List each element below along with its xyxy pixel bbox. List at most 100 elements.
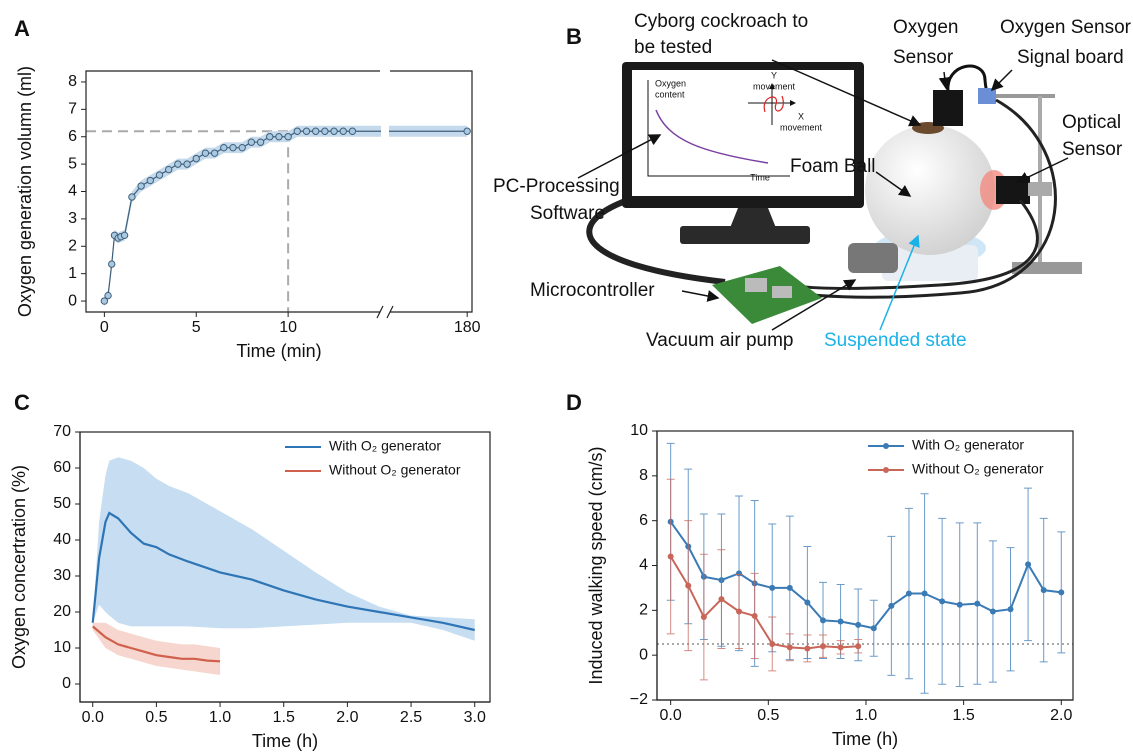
data-point xyxy=(120,231,129,240)
diagram-label: Software xyxy=(530,203,605,224)
screen-axes xyxy=(647,80,790,177)
optical-sensor xyxy=(996,176,1030,204)
data-point xyxy=(1058,589,1065,596)
y-tick-label: 2 xyxy=(68,237,77,254)
diagram-label: Oxygen xyxy=(893,17,958,38)
foam-ball xyxy=(865,125,995,255)
x-tick-label: 0.0 xyxy=(660,707,682,724)
data-point xyxy=(220,143,228,152)
y-tick-label: 5 xyxy=(68,155,77,172)
data-line xyxy=(669,521,1062,630)
data-point xyxy=(804,645,811,652)
screen-label: Y xyxy=(771,70,777,80)
diagram-label: Sensor xyxy=(1062,139,1123,160)
x-tick-label: 1.5 xyxy=(953,707,975,724)
data-point xyxy=(870,625,877,632)
arrow xyxy=(771,279,857,331)
data-point xyxy=(256,138,265,146)
oxygen-sensor xyxy=(933,90,963,126)
data-point xyxy=(128,193,136,201)
data-point xyxy=(667,553,674,560)
data-point xyxy=(348,127,357,135)
data-point xyxy=(174,160,182,168)
screen-label: Oxygen xyxy=(655,78,686,88)
diagram-label: Vacuum air pump xyxy=(646,330,794,351)
y-axis-label: Induced walking speed (cm/s) xyxy=(586,446,606,684)
data-point xyxy=(164,165,173,174)
x-tick-label: 1.0 xyxy=(855,707,877,724)
y-tick-label: −2 xyxy=(630,691,648,708)
data-point xyxy=(700,614,707,621)
data-point xyxy=(837,618,844,625)
diagram-label: Foam Ball xyxy=(790,156,876,177)
diagram-label: Sensor xyxy=(893,47,954,68)
data-point xyxy=(736,608,743,615)
data-point xyxy=(989,608,996,615)
data-point xyxy=(463,127,471,135)
diagram-label: Oxygen Sensor xyxy=(1000,17,1132,38)
panel-letter: C xyxy=(14,390,30,415)
data-line xyxy=(669,556,859,650)
y-tick-label: 6 xyxy=(639,512,648,529)
y-axis-label: Oxygen generation volumn (ml) xyxy=(15,66,35,317)
axis-break-mark xyxy=(376,305,394,319)
data-point xyxy=(1007,606,1014,613)
screen-label: content xyxy=(655,89,685,99)
y-tick-label: 3 xyxy=(68,210,77,227)
screen-label: X xyxy=(798,111,804,121)
data-point xyxy=(284,133,292,141)
diagram-label: Suspended state xyxy=(824,330,967,351)
data-point xyxy=(837,644,844,651)
screen-trace xyxy=(763,95,784,113)
screen-curve xyxy=(655,109,769,164)
data-point xyxy=(786,584,793,591)
setup-illustration xyxy=(577,59,1082,331)
data-point xyxy=(921,590,928,597)
data-point xyxy=(786,644,793,651)
x-axis-label: Time (min) xyxy=(236,341,321,361)
y-tick-label: 7 xyxy=(68,101,77,118)
y-tick-label: 6 xyxy=(68,128,77,145)
y-tick-label: 40 xyxy=(53,531,71,548)
data-point xyxy=(804,599,811,606)
x-tick-label: 1.0 xyxy=(209,709,231,726)
error-band xyxy=(92,622,221,675)
y-tick-label: 30 xyxy=(53,567,71,584)
legend-marker xyxy=(883,467,889,473)
data-point xyxy=(820,643,827,650)
legend-label: Without O₂ generator xyxy=(329,462,461,478)
error-band xyxy=(92,457,475,641)
data-point xyxy=(718,596,725,603)
panel-letter: D xyxy=(566,390,582,415)
data-point xyxy=(275,133,283,141)
data-point xyxy=(939,598,946,605)
y-tick-label: 70 xyxy=(53,423,71,440)
data-point xyxy=(820,617,827,624)
x-axis-label: Time (h) xyxy=(832,729,898,749)
data-point xyxy=(888,602,895,609)
cable xyxy=(586,197,726,285)
error-band xyxy=(104,125,468,307)
data-point xyxy=(100,297,109,305)
y-tick-label: 1 xyxy=(68,265,77,282)
x-tick-label: 2.5 xyxy=(400,709,422,726)
data-point xyxy=(330,127,338,135)
arrow xyxy=(771,59,922,127)
data-line xyxy=(92,625,221,663)
diagram-labels: Cyborg cockroach to be tested Oxygen Sensor… xyxy=(493,11,1132,351)
y-tick-label: 20 xyxy=(53,603,71,620)
data-point xyxy=(321,127,329,135)
x-tick-label: 10 xyxy=(279,319,297,336)
y-tick-label: 50 xyxy=(53,495,71,512)
diagram-label: Signal board xyxy=(1017,47,1124,68)
data-point xyxy=(192,154,200,163)
signal-board xyxy=(978,88,996,104)
y-tick-label: 0 xyxy=(639,646,648,663)
y-tick-label: 60 xyxy=(53,459,71,476)
x-tick-label: 2.0 xyxy=(1050,707,1072,724)
legend-marker xyxy=(883,443,889,449)
data-point xyxy=(229,143,237,152)
diagram-label: Optical xyxy=(1062,112,1121,133)
x-tick-label: 3.0 xyxy=(464,709,486,726)
holder xyxy=(882,245,978,281)
